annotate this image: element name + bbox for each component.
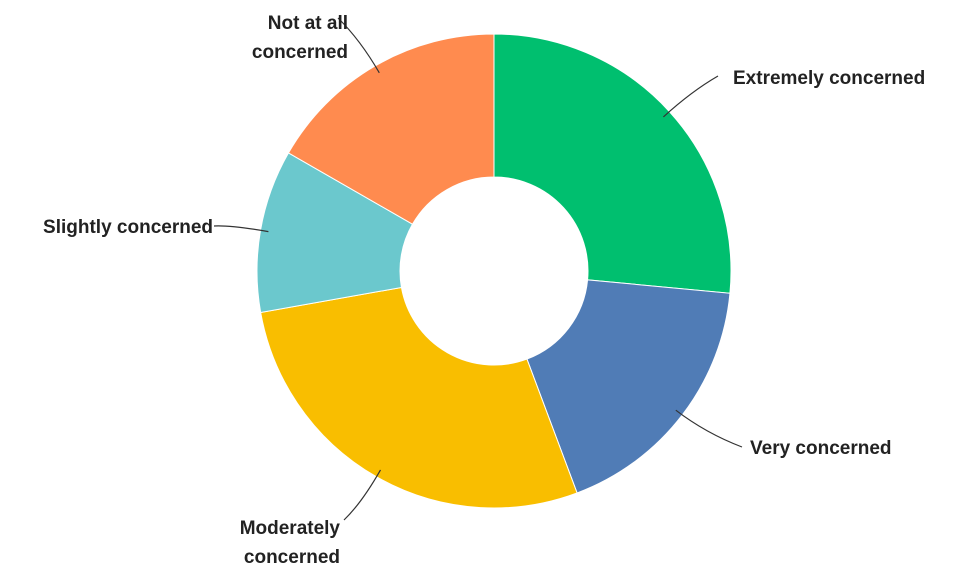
leader-line <box>675 409 743 448</box>
slice-label-line: Extremely concerned <box>733 68 925 89</box>
slice-label: Very concerned <box>750 438 892 459</box>
leader-line <box>343 469 382 521</box>
slice-not-at-all-concerned[interactable] <box>287 33 495 225</box>
slice-label-line: concerned <box>244 547 340 568</box>
slice-label-line: Slightly concerned <box>43 217 213 238</box>
slice-moderately-concerned[interactable] <box>260 286 578 509</box>
slice-label-line: Very concerned <box>750 438 892 459</box>
slice-label: Not at all concerned <box>252 13 348 63</box>
slice-extremely-concerned[interactable] <box>493 33 732 294</box>
slice-label-line: Not at all <box>268 13 348 34</box>
slice-very-concerned[interactable] <box>526 279 731 494</box>
slice-label: Slightly concerned <box>43 217 213 238</box>
leader-line <box>662 75 719 118</box>
slice-label-line: concerned <box>252 42 348 63</box>
leader-line <box>337 17 380 74</box>
leader-line <box>213 225 269 233</box>
slice-label-line: Moderately <box>240 518 341 539</box>
slice-label: Extremely concerned <box>733 68 925 89</box>
slice-label: Moderately concerned <box>240 518 341 568</box>
